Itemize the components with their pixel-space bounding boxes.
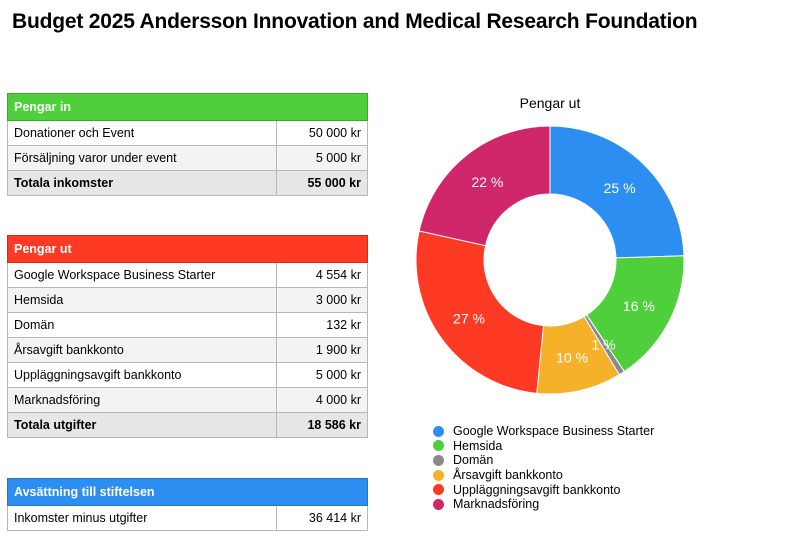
legend-label: Marknadsföring bbox=[453, 497, 540, 512]
expense-row-label: Domän bbox=[7, 312, 277, 338]
legend-swatch bbox=[433, 484, 444, 496]
donut-slice bbox=[585, 255, 685, 373]
expenses-total-label: Totala utgifter bbox=[7, 412, 277, 438]
allocation-row-value: 36 414 kr bbox=[276, 505, 368, 531]
expense-row-value: 132 kr bbox=[276, 312, 368, 338]
expense-row-label: Marknadsföring bbox=[7, 387, 277, 413]
income-header: Pengar in bbox=[7, 93, 368, 121]
expense-row-label: Uppläggningsavgift bankkonto bbox=[7, 362, 277, 388]
slice-label: 16 % bbox=[623, 298, 655, 314]
expenses-total-value: 18 586 kr bbox=[276, 412, 368, 438]
legend-item: Marknadsföring bbox=[433, 497, 654, 512]
expense-row-value: 4 554 kr bbox=[276, 262, 368, 288]
chart-title: Pengar ut bbox=[519, 95, 581, 111]
legend-swatch bbox=[433, 454, 444, 466]
legend-label: Årsavgift bankkonto bbox=[453, 468, 563, 483]
legend-item: Uppläggningsavgift bankkonto bbox=[433, 482, 654, 497]
allocation-header: Avsättning till stiftelsen bbox=[7, 478, 368, 506]
expenses-header: Pengar ut bbox=[7, 235, 368, 263]
expense-row-value: 5 000 kr bbox=[276, 362, 368, 388]
legend-swatch bbox=[433, 425, 444, 437]
expense-row-label: Årsavgift bankkonto bbox=[7, 337, 277, 363]
legend-label: Hemsida bbox=[453, 438, 503, 453]
allocation-table: Avsättning till stiftelsen Inkomster min… bbox=[7, 478, 368, 531]
legend-swatch bbox=[433, 498, 444, 510]
legend-item: Hemsida bbox=[433, 439, 654, 454]
legend-item: Google Workspace Business Starter bbox=[433, 424, 654, 439]
legend-label: Domän bbox=[453, 453, 494, 468]
expense-row-label: Google Workspace Business Starter bbox=[7, 262, 277, 288]
income-row-label: Donationer och Event bbox=[7, 120, 277, 146]
slice-label: 1 % bbox=[592, 336, 616, 352]
expense-row-value: 3 000 kr bbox=[276, 287, 368, 313]
page-title: Budget 2025 Andersson Innovation and Med… bbox=[12, 10, 698, 33]
donut-chart: 25 % 16 % 1 %10 % 27 % 22 % bbox=[415, 125, 685, 395]
income-row-value: 5 000 kr bbox=[276, 145, 368, 171]
slice-label: 22 % bbox=[471, 174, 503, 190]
income-row-value: 50 000 kr bbox=[276, 120, 368, 146]
slice-label: 25 % bbox=[604, 180, 636, 196]
donut-slice bbox=[549, 125, 685, 259]
legend-item: Domän bbox=[433, 453, 654, 468]
expenses-table: Pengar ut Google Workspace Business Star… bbox=[7, 235, 368, 438]
slice-label: 10 % bbox=[556, 350, 588, 366]
income-total-value: 55 000 kr bbox=[276, 170, 368, 196]
legend-label: Google Workspace Business Starter bbox=[453, 424, 655, 439]
expense-row-label: Hemsida bbox=[7, 287, 277, 313]
expense-row-value: 4 000 kr bbox=[276, 387, 368, 413]
income-row-label: Försäljning varor under event bbox=[7, 145, 277, 171]
legend-swatch bbox=[433, 440, 444, 452]
slice-label: 27 % bbox=[453, 311, 485, 327]
chart-legend: Google Workspace Business Starter Hemsid… bbox=[433, 424, 654, 512]
legend-swatch bbox=[433, 469, 444, 481]
allocation-row-label: Inkomster minus utgifter bbox=[7, 505, 277, 531]
legend-item: Årsavgift bankkonto bbox=[433, 468, 654, 483]
donut-slice bbox=[415, 230, 545, 394]
expense-row-value: 1 900 kr bbox=[276, 337, 368, 363]
income-total-label: Totala inkomster bbox=[7, 170, 277, 196]
legend-label: Uppläggningsavgift bankkonto bbox=[453, 482, 621, 497]
income-table: Pengar in Donationer och Event 50 000 kr… bbox=[7, 93, 368, 196]
donut-slice bbox=[418, 125, 551, 247]
